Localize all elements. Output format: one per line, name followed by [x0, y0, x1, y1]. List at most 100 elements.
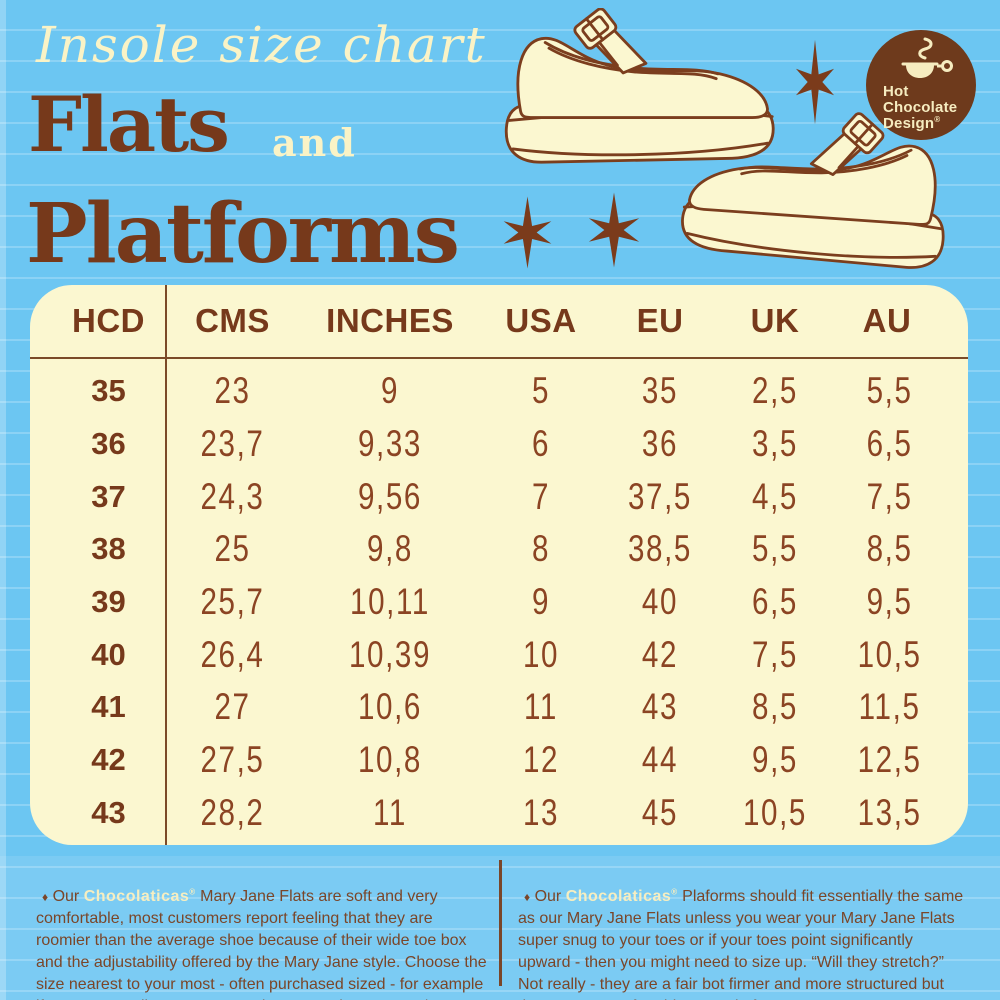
column-header-inches: INCHES — [326, 302, 454, 339]
script-title: Insole size chart — [36, 16, 487, 74]
table-row: 36 23,7 9,33 6 36 3,5 6,5 — [30, 418, 968, 471]
hcd-size-cell: 38 — [91, 531, 126, 567]
size-value-cell: 6 — [531, 422, 551, 464]
size-value-cell: 8,5 — [752, 686, 798, 728]
size-value-cell: 10,6 — [357, 686, 422, 728]
hcd-size-cell: 36 — [91, 425, 126, 461]
size-value-cell: 13 — [522, 791, 560, 833]
table-row: 39 25,7 10,11 9 40 6,5 9,5 — [30, 576, 968, 629]
size-value-cell: 11,5 — [858, 686, 921, 728]
footnote-prefix: Our — [534, 888, 562, 905]
brand-logo: Hot Chocolate Design® — [866, 30, 976, 140]
size-value-cell: 11 — [373, 791, 407, 833]
table-header-divider — [30, 357, 968, 359]
size-value-cell: 23 — [214, 370, 251, 412]
sparkle-star-icon — [503, 196, 552, 269]
size-value-cell: 7 — [531, 475, 551, 517]
size-value-cell: 10 — [522, 633, 560, 675]
size-value-cell: 5 — [531, 370, 551, 412]
logo-line-1: Hot — [883, 83, 909, 100]
diamond-bullet-icon: ♦ — [42, 890, 49, 904]
size-value-cell: 44 — [641, 738, 679, 780]
table-body: 35 23 9 5 35 2,5 5,5 36 23,7 9,33 6 36 3,5 6,5 37 24,3 9… — [30, 365, 968, 839]
size-value-cell: 3,5 — [752, 422, 798, 464]
size-value-cell: 40 — [641, 580, 679, 622]
brand-name: Chocolaticas® — [83, 887, 196, 905]
size-value-cell: 7,5 — [866, 475, 913, 517]
size-table: HCD CMS INCHES USA EU UK AU 35 23 9 5 35 2,5 5… — [30, 285, 968, 845]
size-value-cell: 4,5 — [752, 475, 798, 517]
size-value-cell: 37,5 — [627, 475, 692, 517]
hcd-size-cell: 35 — [91, 373, 126, 409]
table-row: 42 27,5 10,8 12 44 9,5 12,5 — [30, 734, 968, 787]
hcd-size-cell: 40 — [91, 636, 126, 672]
table-row: 38 25 9,8 8 38,5 5,5 8,5 — [30, 523, 968, 576]
size-value-cell: 23,7 — [200, 422, 265, 464]
size-value-cell: 9 — [531, 580, 551, 622]
size-value-cell: 13,5 — [857, 791, 922, 833]
diamond-bullet-icon: ♦ — [524, 890, 531, 904]
footnote-prefix: Our — [52, 888, 80, 905]
size-value-cell: 27 — [214, 686, 251, 728]
size-value-cell: 38,5 — [627, 528, 692, 570]
footnote-platforms: ♦ Our Chocolaticas® Plaforms should fit … — [518, 886, 968, 1000]
size-value-cell: 9,8 — [367, 528, 413, 570]
size-value-cell: 12 — [522, 738, 560, 780]
column-header-uk: UK — [750, 302, 800, 339]
table-row: 35 23 9 5 35 2,5 5,5 — [30, 365, 968, 418]
size-value-cell: 11 — [524, 686, 558, 728]
logo-line-3: Design® — [883, 115, 941, 133]
size-value-cell: 9,5 — [866, 580, 913, 622]
footnote-flats: ♦ Our Chocolaticas® Mary Jane Flats are … — [36, 886, 488, 1000]
footnote-divider — [499, 860, 502, 986]
size-value-cell: 8 — [531, 528, 551, 570]
footnote-text: Plaforms should fit essentially the same… — [518, 888, 964, 1000]
platform-shoe-icon — [504, 8, 775, 164]
column-header-cms: CMS — [195, 302, 270, 339]
size-value-cell: 42 — [641, 633, 679, 675]
column-header-au: AU — [862, 302, 912, 339]
size-value-cell: 35 — [641, 370, 679, 412]
footnote-text: Mary Jane Flats are soft and very comfor… — [36, 888, 487, 1000]
size-value-cell: 2,5 — [752, 370, 798, 412]
hcd-size-cell: 41 — [91, 689, 126, 725]
size-value-cell: 8,5 — [866, 528, 913, 570]
size-value-cell: 9,33 — [357, 422, 422, 464]
table-column-divider — [165, 285, 167, 845]
size-value-cell: 36 — [641, 422, 679, 464]
table-row: 41 27 10,6 11 43 8,5 11,5 — [30, 681, 968, 734]
size-value-cell: 12,5 — [857, 738, 922, 780]
logo-line-2: Chocolate — [883, 99, 958, 117]
column-header-hcd: HCD — [72, 302, 145, 339]
size-value-cell: 10,5 — [857, 633, 922, 675]
column-header-eu: EU — [636, 302, 684, 339]
sparkle-star-icon — [588, 192, 640, 268]
hcd-size-cell: 42 — [91, 741, 126, 777]
size-value-cell: 45 — [641, 791, 679, 833]
title-platforms: Platforms — [26, 186, 460, 282]
size-value-cell: 9,56 — [357, 475, 422, 517]
size-value-cell: 6,5 — [752, 580, 798, 622]
table-header-row: HCD CMS INCHES USA EU UK AU — [30, 285, 968, 357]
size-value-cell: 5,5 — [752, 528, 798, 570]
table-row: 40 26,4 10,39 10 42 7,5 10,5 — [30, 628, 968, 681]
size-value-cell: 6,5 — [866, 422, 913, 464]
hcd-size-cell: 37 — [91, 478, 126, 514]
size-value-cell: 27,5 — [200, 738, 265, 780]
size-value-cell: 24,3 — [200, 475, 265, 517]
size-value-cell: 10,5 — [742, 791, 807, 833]
hot-chocolate-cup-icon — [901, 37, 953, 78]
hcd-size-cell: 43 — [91, 794, 126, 830]
size-value-cell: 25,7 — [200, 580, 265, 622]
logo-text: Hot Chocolate Design® — [883, 83, 958, 133]
size-value-cell: 9 — [380, 370, 400, 412]
size-value-cell: 7,5 — [752, 633, 798, 675]
size-value-cell: 9,5 — [752, 738, 798, 780]
size-value-cell: 5,5 — [866, 370, 913, 412]
title-and: and — [272, 120, 357, 165]
table-row: 37 24,3 9,56 7 37,5 4,5 7,5 — [30, 470, 968, 523]
size-value-cell: 26,4 — [200, 633, 265, 675]
sparkle-star-icon — [795, 39, 835, 125]
table-row: 43 28,2 11 13 45 10,5 13,5 — [30, 786, 968, 839]
title-flats: Flats — [28, 80, 230, 169]
